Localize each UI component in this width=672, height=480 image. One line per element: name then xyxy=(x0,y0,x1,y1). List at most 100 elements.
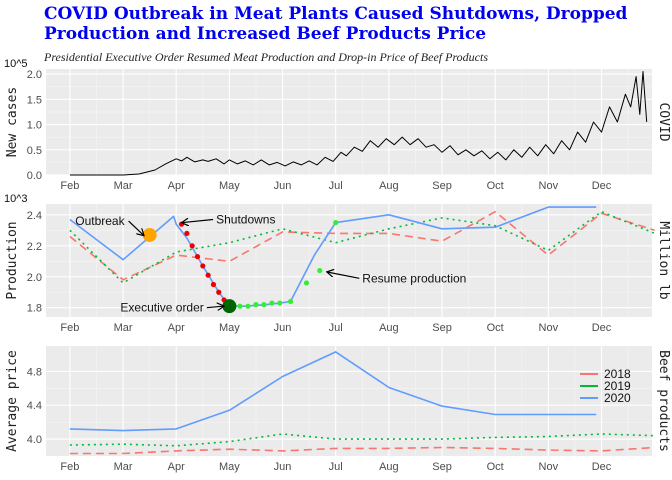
panel-right-label: Beef products xyxy=(656,350,671,452)
resume-point xyxy=(303,280,310,286)
x-tick-label: Aug xyxy=(379,322,399,334)
y-scale-label: 10^5 xyxy=(4,58,28,70)
annotation-arrow xyxy=(328,272,360,279)
x-tick-label: Jun xyxy=(274,180,292,192)
panel-right-label: COVID xyxy=(656,102,671,141)
series-line-2018 xyxy=(69,210,655,281)
x-tick-label: Apr xyxy=(168,180,185,192)
y-tick-label: 0.0 xyxy=(27,170,42,182)
resume-point xyxy=(333,219,339,226)
x-tick-label: Dec xyxy=(592,461,612,473)
shutdown-point xyxy=(189,243,195,249)
resume-point xyxy=(237,303,243,309)
x-tick-label: Mar xyxy=(114,180,133,192)
x-tick-label: Jul xyxy=(329,180,343,192)
x-tick-label: Jul xyxy=(329,322,343,334)
annotation-label: Shutdowns xyxy=(216,212,275,226)
y-tick-label: 1.0 xyxy=(27,120,42,132)
x-tick-label: Sep xyxy=(432,180,452,192)
panel-2: 1.8 2.0 2.2 2.4 Feb Mar Apr May Jun Jul Aug Sep Oct N… xyxy=(4,193,671,334)
x-tick-label: Feb xyxy=(60,180,79,192)
series-line-2018 xyxy=(69,446,655,455)
y-tick-label: 2.0 xyxy=(27,272,42,284)
x-tick-label: Dec xyxy=(592,180,612,192)
x-tick-label: Apr xyxy=(168,322,185,334)
outbreak-marker xyxy=(142,227,157,242)
resume-point xyxy=(253,302,259,308)
shutdown-point xyxy=(184,230,190,237)
series-line-2019 xyxy=(69,433,655,447)
x-tick-label: Mar xyxy=(114,461,133,473)
y-tick-label: 2.4 xyxy=(27,210,42,222)
panel-background xyxy=(46,69,652,175)
y-tick-label: 1.8 xyxy=(27,303,42,315)
resume-point xyxy=(317,267,323,274)
annotation-label: Outbreak xyxy=(75,214,125,228)
y-axis-title: New cases xyxy=(5,87,20,157)
chart-subtitle: Presidential Executive Order Resumed Mea… xyxy=(44,50,488,64)
annotation-arrow xyxy=(128,220,144,235)
x-tick-label: Nov xyxy=(539,180,559,192)
panel-3: 4.0 4.4 4.8 Feb Mar Apr May Jun Jul Aug Sep Oct Nov D… xyxy=(5,346,671,473)
series-line-2020 xyxy=(69,351,597,432)
resume-point xyxy=(269,300,275,306)
x-tick-label: Jun xyxy=(274,461,292,473)
x-tick-label: Nov xyxy=(539,322,559,334)
resume-point xyxy=(277,300,283,306)
x-tick-label: Oct xyxy=(487,180,504,192)
y-tick-label: 4.0 xyxy=(27,434,42,446)
legend-label: 2018 xyxy=(604,367,631,381)
y-scale-label: 10^3 xyxy=(4,193,28,205)
legend-label: 2019 xyxy=(604,379,631,393)
resume-point xyxy=(245,303,251,309)
y-tick-label: 2.0 xyxy=(27,69,42,81)
x-tick-label: Nov xyxy=(539,461,559,473)
x-tick-label: May xyxy=(219,322,240,334)
panel-background xyxy=(46,346,652,456)
x-tick-label: Oct xyxy=(487,461,504,473)
x-tick-label: Sep xyxy=(432,322,452,334)
shutdown-point xyxy=(194,254,201,260)
shutdown-point xyxy=(200,263,206,269)
resume-point xyxy=(287,298,294,305)
x-tick-label: Dec xyxy=(592,322,612,334)
resume-point xyxy=(261,302,267,308)
x-tick-label: Mar xyxy=(114,322,133,334)
shutdown-point xyxy=(216,289,222,295)
x-tick-label: May xyxy=(219,180,240,192)
y-tick-label: 4.4 xyxy=(27,400,42,412)
x-tick-label: Feb xyxy=(60,461,79,473)
series-line-2020 xyxy=(69,206,597,308)
x-tick-label: May xyxy=(219,461,240,473)
chart-title: COVID Outbreak in Meat Plants Caused Shu… xyxy=(44,4,628,44)
annotation-arrow xyxy=(183,219,214,222)
x-tick-label: Jul xyxy=(329,461,343,473)
x-tick-label: Aug xyxy=(379,461,399,473)
x-tick-label: Oct xyxy=(487,322,504,334)
y-tick-label: 4.8 xyxy=(27,366,42,378)
x-tick-label: Apr xyxy=(168,461,185,473)
executive-order-marker xyxy=(222,299,237,314)
annotation-label: Resume production xyxy=(362,271,466,285)
panel-1: 0.0 0.5 1.0 1.5 2.0 Feb Mar Apr May Jun Jul Aug Sep O… xyxy=(4,58,671,192)
series-line-covid xyxy=(69,71,648,176)
panel-background xyxy=(46,204,652,317)
shutdown-point xyxy=(210,281,217,288)
annotation-arrow xyxy=(206,306,223,308)
y-tick-label: 1.5 xyxy=(27,94,42,106)
annotation-label: Executive order xyxy=(120,301,203,315)
x-tick-label: Aug xyxy=(379,180,399,192)
legend-label: 2020 xyxy=(604,391,631,405)
x-tick-label: Jun xyxy=(274,322,292,334)
y-tick-label: 2.2 xyxy=(27,241,42,253)
panel-right-label: Million lb xyxy=(656,221,671,299)
y-tick-label: 0.5 xyxy=(27,145,42,157)
y-axis-title: Average price xyxy=(5,350,20,452)
x-tick-label: Feb xyxy=(60,322,79,334)
shutdown-point xyxy=(205,272,211,278)
series-line-2019 xyxy=(69,210,656,284)
x-tick-label: Sep xyxy=(432,461,452,473)
y-axis-title: Production xyxy=(5,221,20,299)
